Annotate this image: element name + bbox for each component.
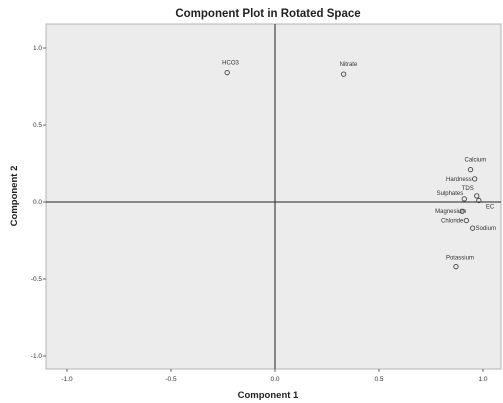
y-axis-label: Component 2	[9, 166, 20, 227]
point-marker-calcium	[467, 167, 474, 173]
x-tick-label: 0.5	[374, 376, 383, 383]
point-label-chloride: Chloride	[441, 218, 464, 224]
y-tick-label: 0.5	[33, 122, 42, 129]
y-tick-label: 1.0	[33, 45, 42, 52]
x-tick-label: 1.0	[478, 376, 487, 383]
point-marker-hardness	[472, 176, 478, 182]
point-marker-sodium	[469, 225, 476, 231]
point-label-calcium: Calcium	[465, 158, 487, 164]
point-label-potassium: Potassium	[446, 256, 474, 262]
point-marker-tds	[474, 193, 480, 199]
point-marker-ec	[476, 197, 482, 204]
plot-area	[45, 23, 502, 370]
point-label-hco3: HCO3	[222, 61, 239, 67]
x-axis-label: Component 1	[238, 390, 299, 401]
y-tick-label: -1.0	[31, 353, 43, 360]
point-label-tds: TDS	[462, 186, 474, 192]
y-tick-label: -0.5	[31, 276, 43, 283]
x-tick-label: 0.0	[270, 376, 279, 383]
x-tick-label: -1.0	[61, 376, 73, 383]
point-marker-magnesium	[459, 208, 465, 214]
point-marker-hco3	[224, 69, 230, 76]
point-marker-nitrate	[340, 71, 347, 77]
y-tick-label: 0.0	[33, 199, 42, 206]
point-label-sodium: Sodium	[476, 226, 496, 232]
chart-title: Component Plot in Rotated Space	[175, 8, 360, 20]
point-label-ec: EC	[486, 204, 495, 210]
point-label-sulphates: Sulphates	[437, 191, 464, 197]
point-label-hardness: Hardness	[446, 177, 472, 183]
point-label-magnesium: Magnesium	[435, 209, 466, 215]
point-marker-chloride	[463, 217, 470, 224]
point-marker-sulphates	[461, 196, 467, 202]
point-marker-potassium	[453, 264, 459, 270]
point-label-nitrate: Nitrate	[340, 62, 358, 68]
x-tick-label: -0.5	[165, 376, 177, 383]
axis-ticks: -1.0 -0.5 0.0 0.5 1.0 1.0 0.5 0.0 -0.5 -1.0	[31, 45, 488, 383]
